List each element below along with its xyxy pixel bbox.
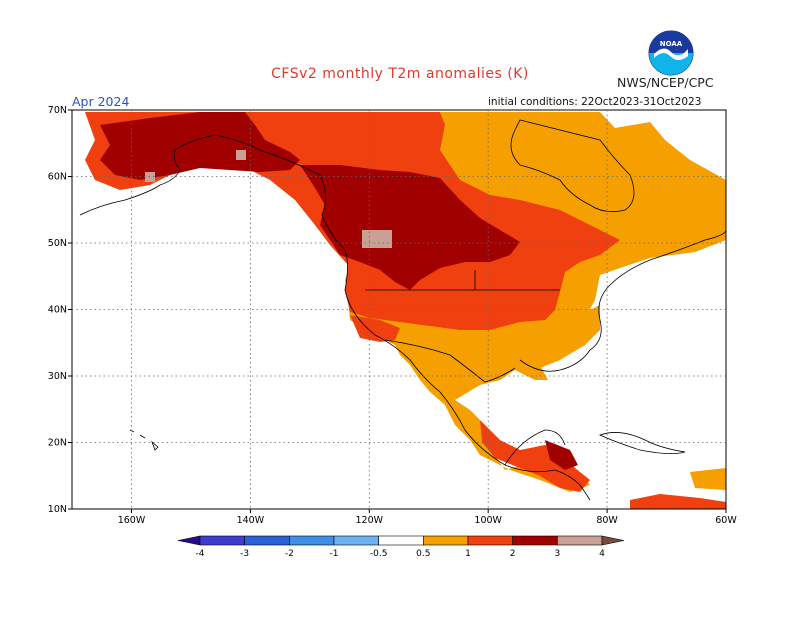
lon-tick-label: 160W — [118, 515, 146, 526]
lon-tick-label: 60W — [715, 515, 737, 526]
anomaly-region-1-2-southwest — [350, 315, 400, 342]
colorbar-tick-label: -1 — [330, 549, 339, 559]
colorbar-segment — [289, 535, 335, 546]
lat-tick-label: 20N — [48, 438, 67, 449]
colorbar-tick-label: -4 — [196, 549, 205, 559]
colorbar-tick-label: -0.5 — [370, 549, 388, 559]
colorbar-segment — [378, 535, 424, 546]
anomaly-region-3-4-yukon — [236, 150, 246, 160]
colorbar-segment — [333, 535, 379, 546]
colorbar-segment — [199, 535, 245, 546]
lat-tick-label: 40N — [48, 305, 67, 316]
colorbar-left-extension — [177, 535, 201, 546]
colorbar-segment — [244, 535, 290, 546]
colorbar-tick-label: -3 — [240, 549, 249, 559]
colorbar-tick-label: 1 — [465, 549, 471, 559]
colorbar: -4 -3 -2 -1 -0.5 0.5 1 2 3 4 — [177, 535, 625, 559]
coastlines — [79, 119, 726, 501]
lon-tick-label: 140W — [237, 515, 265, 526]
colorbar-segment — [512, 535, 558, 546]
lat-tick-label: 50N — [48, 238, 67, 249]
anomaly-region-2-3-canada — [300, 165, 520, 290]
anomaly-region-3-4-bc — [362, 230, 392, 248]
anomaly-region-2-3-centralamerica — [545, 440, 578, 470]
lat-tick-label: 60N — [48, 172, 67, 183]
colorbar-tick-label: 3 — [554, 549, 560, 559]
lon-tick-label: 80W — [596, 515, 618, 526]
colorbar-segment — [467, 535, 513, 546]
colorbar-tick-label: 4 — [599, 549, 605, 559]
svg-text:NOAA: NOAA — [660, 40, 683, 48]
valid-month-label: Apr 2024 — [72, 94, 130, 109]
noaa-logo-icon: NOAA — [648, 30, 694, 76]
lat-tick-label: 30N — [48, 371, 67, 382]
colorbar-tick-label: 2 — [510, 549, 516, 559]
anomaly-region-3-4-alaska — [145, 172, 155, 182]
colorbar-segment — [557, 535, 603, 546]
anomaly-region-1-2-southamerica — [630, 494, 726, 509]
anomaly-region-0p5-1-gulfcoast — [520, 305, 600, 368]
anomaly-region-0p5-1-caribbean — [690, 468, 726, 490]
colorbar-segment — [423, 535, 469, 546]
axis-tick-labels: 160W 140W 120W 100W 80W 60W 10N 20N 30N 40N 50N 60N… — [48, 105, 738, 526]
lat-tick-label: 70N — [48, 105, 67, 116]
lon-tick-label: 120W — [356, 515, 384, 526]
colorbar-tick-label: 0.5 — [416, 549, 430, 559]
organization-label: NWS/NCEP/CPC — [617, 75, 714, 90]
graticule — [68, 109, 727, 513]
lat-tick-label: 10N — [48, 504, 67, 515]
initial-conditions-label: initial conditions: 22Oct2023-31Oct2023 — [488, 96, 702, 108]
colorbar-tick-label: -2 — [285, 549, 294, 559]
anomaly-region-1-2-mexico — [480, 420, 590, 492]
map-title: CFSv2 monthly T2m anomalies (K) — [271, 66, 529, 82]
lon-tick-label: 100W — [474, 515, 502, 526]
anomaly-field — [72, 110, 726, 509]
colorbar-right-extension — [601, 535, 625, 546]
